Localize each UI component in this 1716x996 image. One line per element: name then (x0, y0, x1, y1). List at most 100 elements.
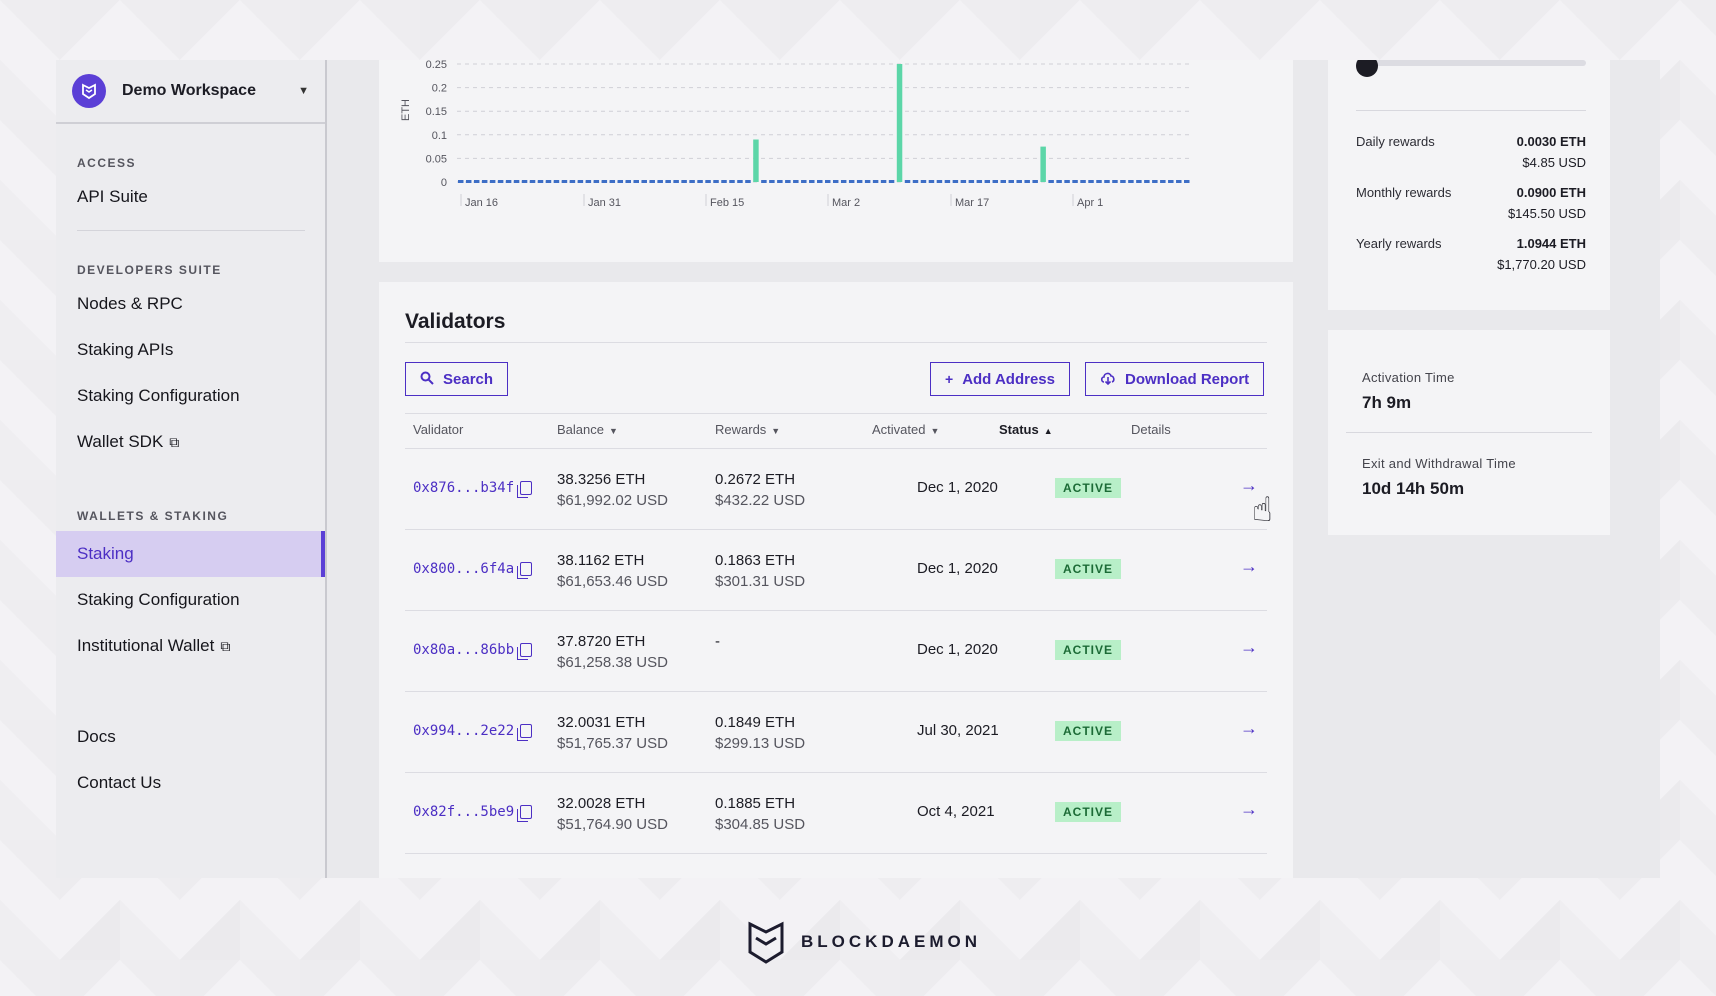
arrow-right-icon[interactable]: → (1240, 718, 1258, 738)
validator-address-link[interactable]: 0x80a...86bb (413, 642, 533, 660)
chart-bar (936, 180, 943, 183)
table-row[interactable]: 0x800...6f4a 38.1162 ETH $61,653.46 USD … (405, 530, 1267, 611)
y-axis-label: ETH (400, 99, 412, 121)
chart-bar (609, 180, 616, 183)
workspace-switcher[interactable]: Demo Workspace ▼ (56, 60, 325, 124)
chart-bar (1104, 180, 1110, 183)
chart-bar (912, 180, 919, 183)
rewards-chart-panel: 0.25 0.2 0.15 0.1 0.05 0 ETH Jan 16 Jan 31 Feb 15… (379, 60, 1293, 262)
download-report-button[interactable]: Download Report (1085, 362, 1265, 396)
sidebar-item-api-suite[interactable]: API Suite (56, 174, 325, 220)
timing-panel: Activation Time 7h 9m Exit and Withdrawa… (1328, 330, 1610, 535)
chart-bar (1088, 180, 1094, 183)
copy-icon[interactable] (517, 562, 533, 579)
sidebar-item-docs[interactable]: Docs (56, 714, 325, 760)
rewards-slider-track[interactable] (1356, 60, 1586, 66)
activation-time-label: Activation Time (1362, 370, 1455, 385)
chart-bar (1040, 146, 1046, 182)
chart-bar (641, 180, 647, 183)
sidebar-item-institutional-wallet[interactable]: Institutional Wallet ⧉ (56, 623, 325, 669)
activated-date: Dec 1, 2020 (917, 641, 998, 658)
app-window: Demo Workspace ▼ ACCESS API Suite DEVELO… (56, 60, 1660, 878)
chart-bar (1152, 180, 1158, 183)
download-report-label: Download Report (1125, 370, 1250, 388)
chart-bar (553, 180, 560, 183)
col-rewards[interactable]: Rewards ▼ (715, 422, 780, 437)
chart-bar (1096, 180, 1102, 183)
arrow-right-icon[interactable]: → (1240, 556, 1258, 576)
chart-bar (785, 180, 791, 183)
validator-address-link[interactable]: 0x800...6f4a (413, 561, 533, 579)
balance-usd: $61,258.38 USD (557, 654, 668, 671)
chart-bar (1032, 180, 1038, 183)
chart-bar (1000, 180, 1006, 183)
arrow-right-icon[interactable]: → (1240, 799, 1258, 819)
copy-icon[interactable] (517, 481, 533, 498)
table-row[interactable]: 0x82f...5be9 32.0028 ETH $51,764.90 USD … (405, 773, 1267, 854)
validator-address-link[interactable]: 0x82f...5be9 (413, 804, 533, 822)
sidebar-item-wallet-sdk[interactable]: Wallet SDK ⧉ (56, 419, 325, 465)
copy-icon[interactable] (517, 643, 533, 660)
chart-bar (984, 180, 991, 183)
table-row[interactable]: 0x876...b34f 38.3256 ETH $61,992.02 USD … (405, 449, 1267, 530)
search-button[interactable]: Search (405, 362, 509, 396)
rewards-usd: $301.31 USD (715, 573, 806, 590)
sidebar-item-staking[interactable]: Staking (56, 531, 325, 577)
sidebar: Demo Workspace ▼ ACCESS API Suite DEVELO… (56, 60, 327, 878)
chart-bar (489, 180, 496, 183)
shield-icon[interactable] (1356, 60, 1378, 77)
chart-bar (1120, 180, 1126, 183)
copy-icon[interactable] (517, 805, 533, 822)
sidebar-item-label: Nodes & RPC (77, 294, 183, 313)
chart-bar (872, 180, 879, 183)
sidebar-item-nodes-rpc[interactable]: Nodes & RPC (56, 281, 325, 327)
rewards-eth: 0.1885 ETH (715, 795, 796, 812)
sidebar-item-staking-configuration[interactable]: Staking Configuration (56, 373, 325, 419)
table-row[interactable]: 0x80a...86bb 37.8720 ETH $61,258.38 USD … (405, 611, 1267, 692)
chart-bar (1008, 180, 1014, 183)
validators-title: Validators (405, 310, 506, 333)
validator-address-link[interactable]: 0x876...b34f (413, 480, 533, 498)
sidebar-item-staking-configuration-2[interactable]: Staking Configuration (56, 577, 325, 623)
chart-bar (458, 180, 464, 183)
chart-bar (697, 180, 703, 183)
search-icon (420, 371, 434, 388)
chart-bar (497, 180, 504, 183)
col-activated[interactable]: Activated ▼ (872, 422, 939, 437)
chart-bar (617, 180, 624, 183)
chevron-down-icon: ▼ (930, 426, 940, 436)
validator-address-link[interactable]: 0x994...2e22 (413, 723, 533, 741)
daily-rewards-label: Daily rewards (1356, 134, 1435, 149)
sidebar-item-label: Institutional Wallet (77, 636, 215, 655)
chart-bar (1016, 180, 1022, 183)
daily-rewards-usd: $4.85 USD (1522, 155, 1586, 170)
arrow-right-icon[interactable]: → (1240, 475, 1258, 495)
x-tick-label: Jan 16 (465, 197, 498, 209)
col-balance[interactable]: Balance ▼ (557, 422, 618, 437)
chart-bar (593, 180, 600, 183)
chart-bar (1184, 180, 1190, 183)
balance-usd: $51,764.90 USD (557, 816, 668, 833)
table-row[interactable]: 0x994...2e22 32.0031 ETH $51,765.37 USD … (405, 692, 1267, 773)
sidebar-item-contact-us[interactable]: Contact Us (56, 760, 325, 806)
col-status[interactable]: Status ▲ (999, 422, 1053, 437)
activated-date: Jul 30, 2021 (917, 722, 999, 739)
copy-icon[interactable] (517, 724, 533, 741)
chart-bar (880, 180, 887, 183)
x-tick-label: Mar 2 (832, 197, 860, 209)
add-address-button[interactable]: + Add Address (930, 362, 1070, 396)
x-tick-label: Apr 1 (1077, 197, 1103, 209)
chart-bar (601, 180, 608, 183)
x-tick-label: Jan 31 (588, 197, 621, 209)
sidebar-item-staking-apis[interactable]: Staking APIs (56, 327, 325, 373)
col-balance-label: Balance (557, 422, 604, 437)
chevron-down-icon: ▼ (298, 85, 309, 97)
sidebar-item-label: Contact Us (77, 773, 162, 792)
chart-bar (569, 180, 576, 183)
balance-usd: $51,765.37 USD (557, 735, 668, 752)
balance-eth: 32.0031 ETH (557, 714, 646, 731)
brand-logo: BLOCKDAEMON (747, 918, 981, 966)
plus-icon: + (945, 371, 954, 387)
arrow-right-icon[interactable]: → (1240, 637, 1258, 657)
col-details: Details (1131, 422, 1171, 437)
